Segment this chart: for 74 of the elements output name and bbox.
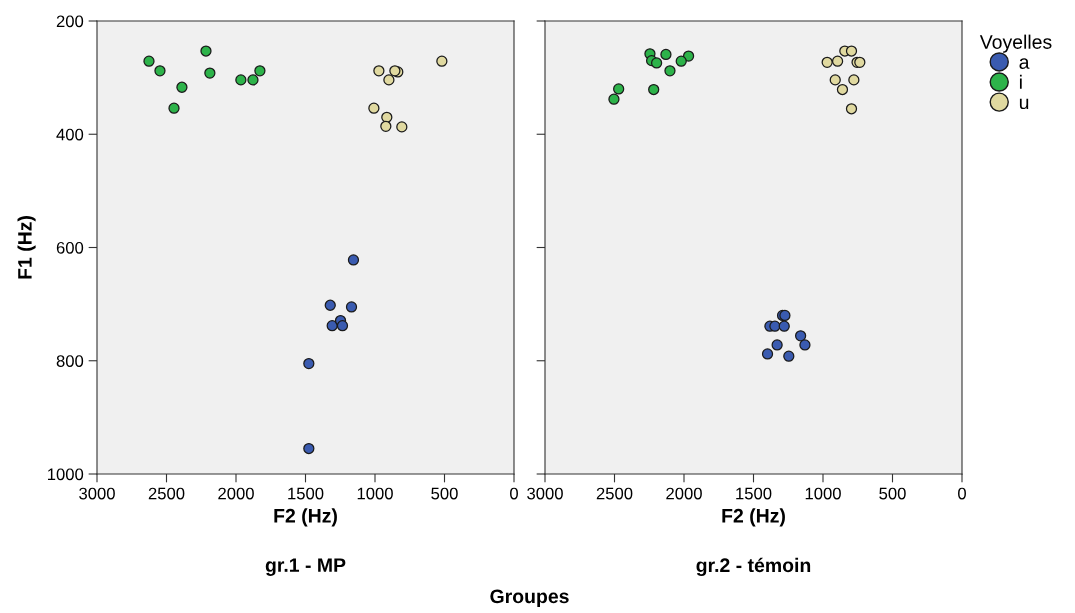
point [168,102,180,114]
point [154,65,166,77]
y-tick-label: 400 [56,128,84,141]
point [783,350,795,362]
point [608,93,620,105]
point [336,320,349,332]
point [383,74,395,86]
x-tick-label: 2000 [666,487,702,500]
point [380,120,392,132]
point [821,56,833,68]
text: gr.2 - témoin [696,557,811,577]
point [660,48,672,61]
x-tick-label: 1500 [736,487,772,500]
legend-label: i [1019,74,1022,89]
legend-label: u [1019,98,1029,110]
point [436,55,448,67]
point [303,442,315,455]
point [794,330,807,342]
point [831,55,844,67]
point [143,55,155,67]
point [381,111,393,123]
point [235,74,247,86]
point [829,74,841,86]
x-axis-title: F2 (Hz) [274,508,337,527]
x-tick-label: 2500 [596,487,633,500]
x-tick-label: 500 [431,487,458,500]
legend-title: Voyelles [979,34,1052,53]
y-tick-label: 600 [56,241,84,254]
point [373,65,385,77]
x-tick-label: 3000 [527,487,563,500]
y-axis-title: F1 (Hz) [17,216,36,279]
x-tick-label: 1000 [805,487,841,500]
point [769,320,781,332]
point [778,320,790,332]
x-tick-label: 0 [958,487,966,500]
point [303,357,315,370]
point [648,83,660,96]
point [771,339,783,351]
x-tick-label: 2000 [218,487,254,500]
x-tick-label: 500 [879,487,906,500]
x-tick-label: 1500 [288,487,324,500]
legend-label: a [1019,58,1030,69]
point [650,57,663,69]
point [664,65,676,77]
point [368,102,380,114]
point [682,50,695,62]
point [799,339,811,351]
point [613,83,625,95]
x-tick-label: 2500 [148,487,185,500]
x-axis-title: F2 (Hz) [722,508,785,527]
point [848,74,860,86]
point [836,83,849,96]
point [254,65,266,77]
text: Groupes [490,589,569,608]
point [345,301,358,313]
x-tick-label: 1000 [357,487,393,500]
point [326,320,338,332]
point [675,55,687,67]
point [845,45,858,57]
point [845,103,858,115]
point [204,67,216,79]
y-tick-label: 200 [56,15,84,28]
point [347,254,360,266]
point [200,45,212,57]
point [761,348,774,360]
point [396,121,408,133]
point [247,74,259,86]
y-tick-label: 1000 [48,468,84,481]
y-tick-label: 800 [56,355,84,367]
point [324,299,336,311]
point [176,81,188,93]
x-tick-label: 3000 [79,487,115,500]
text: gr.1 - MP [265,558,346,576]
x-tick-label: 0 [510,487,518,500]
